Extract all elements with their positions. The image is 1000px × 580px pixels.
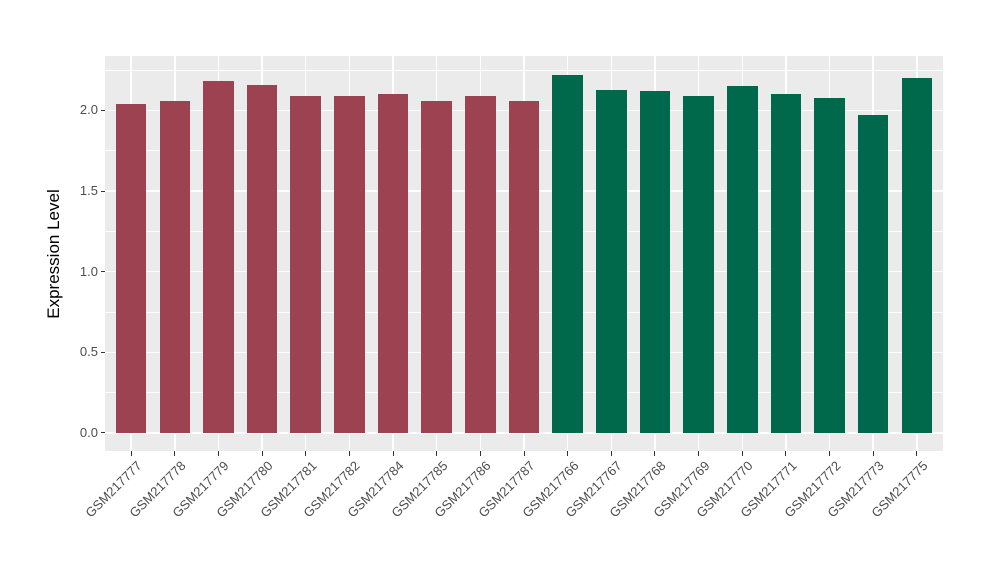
bar-gsm217775 — [901, 78, 933, 433]
bar-gsm217782 — [334, 95, 365, 433]
bar-gsm217771 — [770, 94, 802, 433]
x-tick-mark — [130, 451, 132, 456]
bar-gsm217768 — [639, 91, 671, 433]
x-tick-mark — [479, 451, 481, 456]
bar-gsm217786 — [465, 95, 496, 433]
x-tick-mark — [436, 451, 438, 456]
y-tick-label: 0.0 — [79, 424, 98, 440]
x-tick-mark — [261, 451, 263, 456]
x-tick-mark — [305, 451, 307, 456]
x-tick-mark — [348, 451, 350, 456]
bar-gsm217772 — [814, 97, 845, 433]
plot-panel — [105, 56, 943, 451]
bar-gsm217787 — [508, 100, 540, 433]
bar-gsm217781 — [290, 95, 322, 433]
x-tick-mark — [916, 451, 918, 456]
y-tick-mark — [101, 432, 105, 434]
x-tick-mark — [872, 451, 874, 456]
bar-gsm217770 — [726, 86, 758, 433]
x-tick-mark — [174, 451, 176, 456]
bar-gsm217767 — [596, 89, 627, 433]
y-tick-mark — [101, 271, 105, 273]
bar-gsm217773 — [857, 115, 889, 433]
bar-gsm217778 — [159, 100, 191, 433]
x-tick-mark — [829, 451, 831, 456]
x-tick-mark — [785, 451, 787, 456]
x-tick-mark — [567, 451, 569, 456]
x-tick-mark — [392, 451, 394, 456]
bar-gsm217784 — [377, 94, 409, 433]
bar-gsm217766 — [552, 75, 583, 433]
y-tick-mark — [101, 351, 105, 353]
y-tick-mark — [101, 190, 105, 192]
y-tick-label: 1.0 — [79, 263, 98, 279]
bar-gsm217780 — [246, 84, 278, 433]
y-tick-label: 1.5 — [79, 183, 98, 199]
x-tick-mark — [698, 451, 700, 456]
x-tick-mark — [741, 451, 743, 456]
bar-gsm217785 — [421, 100, 452, 433]
bar-gsm217769 — [683, 95, 714, 433]
x-tick-mark — [610, 451, 612, 456]
x-tick-label: GSM217775 — [868, 458, 931, 521]
y-tick-label: 2.0 — [79, 102, 98, 118]
x-tick-mark — [654, 451, 656, 456]
x-tick-mark — [217, 451, 219, 456]
bar-gsm217777 — [115, 104, 147, 433]
y-tick-mark — [101, 109, 105, 111]
x-tick-mark — [523, 451, 525, 456]
y-tick-label: 0.5 — [79, 344, 98, 360]
bar-gsm217779 — [203, 81, 234, 433]
